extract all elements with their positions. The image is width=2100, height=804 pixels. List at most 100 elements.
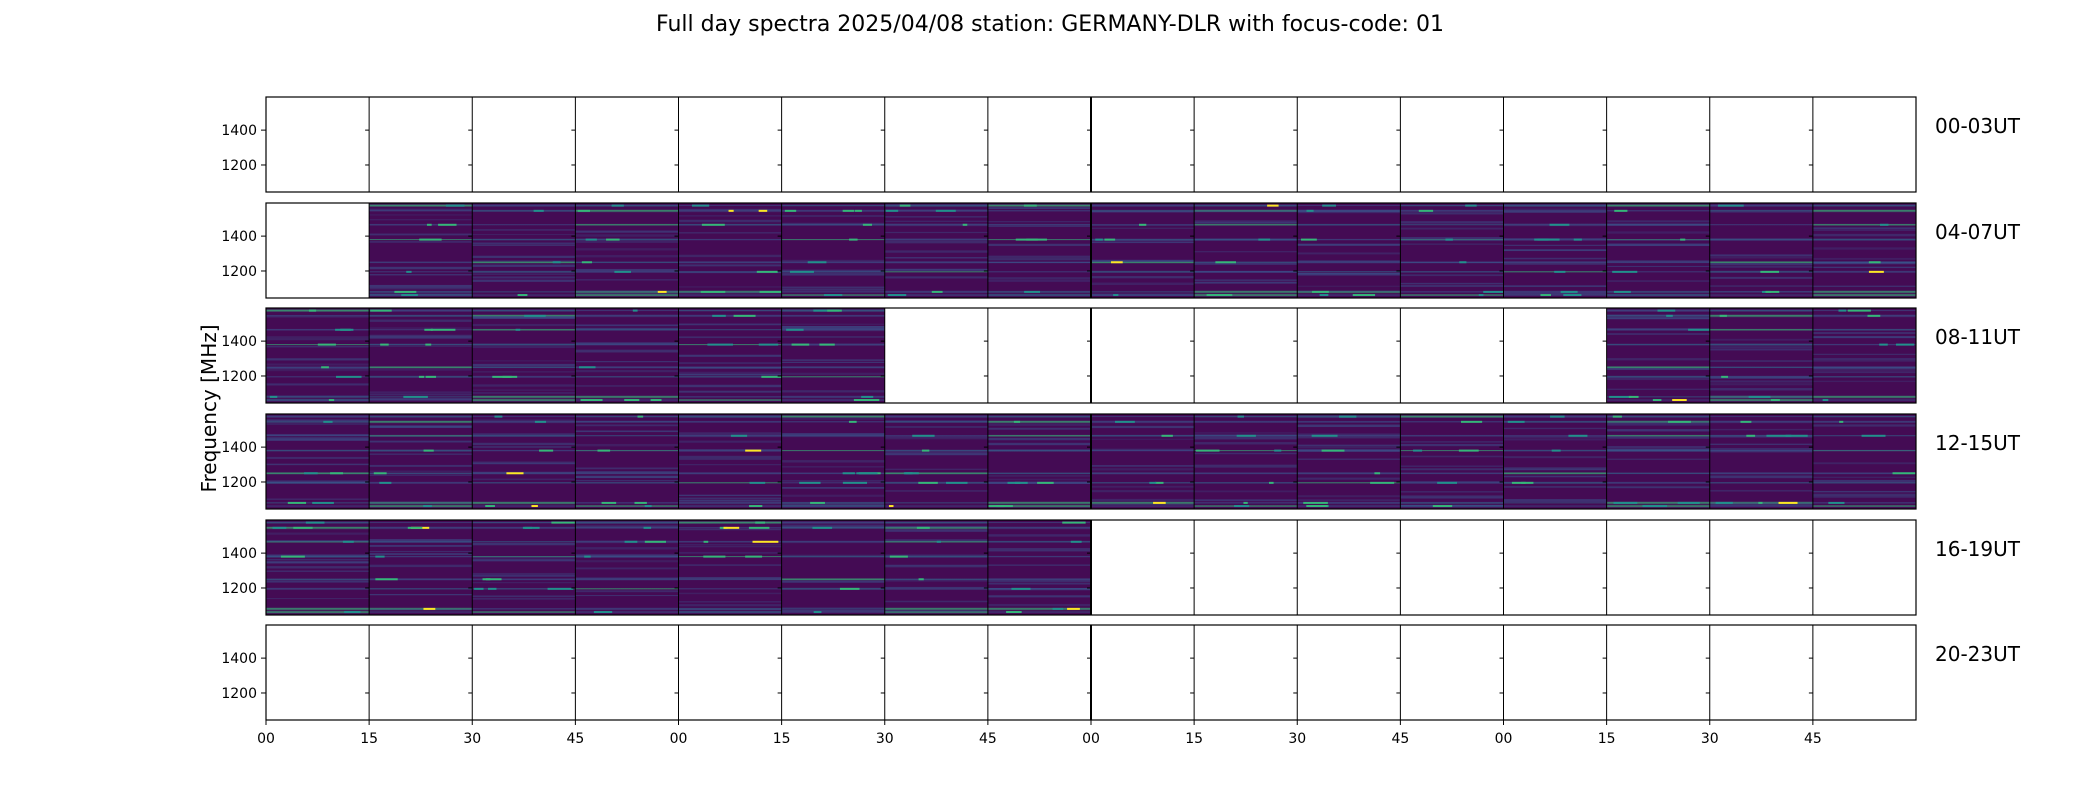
spectrum-streak bbox=[1091, 490, 1195, 492]
row-frame bbox=[265, 519, 1917, 616]
spectrum-speckle bbox=[1007, 481, 1028, 484]
spectrum-streak bbox=[781, 580, 885, 583]
spectrum-streak bbox=[266, 437, 370, 440]
spectrum-speckle bbox=[1161, 434, 1173, 437]
spectrum-speckle bbox=[321, 366, 329, 369]
spectrum-streak bbox=[1297, 290, 1401, 293]
spectrum-cell-texture bbox=[369, 308, 473, 403]
spectrum-streak bbox=[1503, 249, 1607, 252]
spectrum-streak bbox=[884, 268, 988, 271]
spectrum-streak bbox=[884, 216, 988, 218]
empty-cell bbox=[1297, 308, 1401, 403]
spectrum-speckle bbox=[1573, 238, 1582, 241]
spectrum-speckle bbox=[584, 555, 591, 558]
spectrum-streak bbox=[1709, 476, 1813, 479]
spectrum-streak bbox=[1503, 285, 1607, 288]
spectrum-speckle bbox=[1483, 290, 1504, 293]
spectrum-streak bbox=[987, 595, 1091, 598]
x-tick-label: 00 bbox=[257, 731, 275, 747]
empty-cell bbox=[1091, 625, 1195, 720]
spectrum-speckle bbox=[1879, 223, 1889, 226]
spectrum-streak bbox=[1606, 368, 1710, 371]
spectrum-streak bbox=[472, 471, 576, 474]
spectrum-streak bbox=[369, 594, 473, 596]
empty-cell bbox=[1812, 625, 1916, 720]
spectrum-streak bbox=[1297, 449, 1401, 452]
spectrum-streak bbox=[1297, 458, 1401, 460]
spectrum-cell-texture bbox=[266, 414, 370, 509]
spectrum-speckle bbox=[885, 209, 899, 212]
spectrum-speckle bbox=[551, 521, 575, 524]
spectrum-streak bbox=[884, 450, 988, 453]
spectrum-streak bbox=[1194, 279, 1298, 281]
spectrum-cell-texture bbox=[1606, 203, 1710, 298]
spectrum-streak bbox=[369, 319, 473, 322]
spectrum-speckle bbox=[1319, 294, 1329, 297]
spectrum-speckle bbox=[330, 472, 344, 475]
row-label: 08-11UT bbox=[1935, 325, 2021, 349]
spectrum-streak bbox=[884, 525, 988, 528]
spectrum-cell-texture bbox=[575, 520, 679, 615]
spectrum-streak bbox=[781, 418, 885, 420]
spectrum-speckle bbox=[1155, 481, 1164, 484]
spectrum-speckle bbox=[578, 366, 596, 369]
spectrum-speckle bbox=[375, 555, 385, 558]
spectrum-speckle bbox=[807, 261, 827, 264]
spectrum-speckle bbox=[1432, 505, 1453, 508]
spectrum-speckle bbox=[691, 204, 710, 207]
spectrum-streak bbox=[781, 526, 885, 528]
spectrum-streak bbox=[369, 541, 473, 543]
spectrum-streak bbox=[472, 461, 576, 464]
spectrum-cell-texture bbox=[266, 520, 370, 615]
spectrum-speckle bbox=[1300, 238, 1317, 241]
spectrum-streak bbox=[1091, 259, 1195, 263]
spectrum-streak bbox=[781, 540, 885, 544]
empty-cell bbox=[1400, 97, 1504, 192]
spectrum-speckle bbox=[423, 505, 432, 508]
spectrum-speckle bbox=[1822, 399, 1829, 402]
spectrum-streak bbox=[472, 572, 576, 575]
spectrum-speckle bbox=[406, 270, 412, 273]
spectrum-speckle bbox=[1070, 540, 1082, 543]
spectrum-streak bbox=[575, 471, 679, 474]
spectrum-streak bbox=[678, 440, 782, 443]
spectrum-speckle bbox=[912, 434, 935, 437]
spectrum-streak bbox=[266, 370, 370, 372]
spectrum-streak bbox=[1709, 238, 1813, 241]
spectrum-speckle bbox=[1838, 309, 1847, 312]
spectrum-cell-texture bbox=[1091, 203, 1195, 298]
spectrum-streak bbox=[1709, 265, 1813, 268]
spectrum-streak bbox=[472, 442, 576, 446]
spectrum-streak bbox=[987, 262, 1091, 264]
spectrum-speckle bbox=[552, 261, 561, 264]
spectrum-cell-texture bbox=[987, 414, 1091, 509]
spectrum-streak bbox=[781, 466, 885, 468]
spectrum-streak bbox=[1091, 485, 1195, 488]
spectrum-streak bbox=[1400, 491, 1504, 493]
spectrum-cell-texture bbox=[678, 520, 782, 615]
spectrum-speckle bbox=[502, 375, 512, 378]
spectrum-streak bbox=[781, 433, 885, 435]
spectrum-streak bbox=[369, 214, 473, 216]
spectrum-speckle bbox=[789, 270, 814, 273]
spectrum-streak bbox=[987, 478, 1091, 481]
spectrum-speckle bbox=[903, 472, 913, 475]
spectrum-speckle bbox=[1311, 290, 1329, 293]
spectrum-streak bbox=[1297, 477, 1401, 480]
spectrum-speckle bbox=[1568, 434, 1588, 437]
spectrum-speckle bbox=[1215, 261, 1236, 264]
spectrum-streak bbox=[678, 601, 782, 603]
spectrum-streak bbox=[472, 242, 576, 244]
spectrum-streak bbox=[369, 233, 473, 236]
spectrum-streak bbox=[987, 564, 1091, 566]
spectrum-streak bbox=[1606, 487, 1710, 489]
spectrum-speckle bbox=[1613, 290, 1631, 293]
spectrum-streak bbox=[1812, 495, 1916, 498]
spectrum-speckle bbox=[403, 395, 428, 398]
spectrum-speckle bbox=[1195, 449, 1220, 452]
spectrum-streak bbox=[1606, 458, 1710, 460]
spectrum-speckle bbox=[624, 399, 640, 402]
spectrum-speckle bbox=[305, 521, 325, 524]
spectrum-streak bbox=[987, 207, 1091, 210]
spectrum-streak bbox=[1194, 490, 1298, 493]
